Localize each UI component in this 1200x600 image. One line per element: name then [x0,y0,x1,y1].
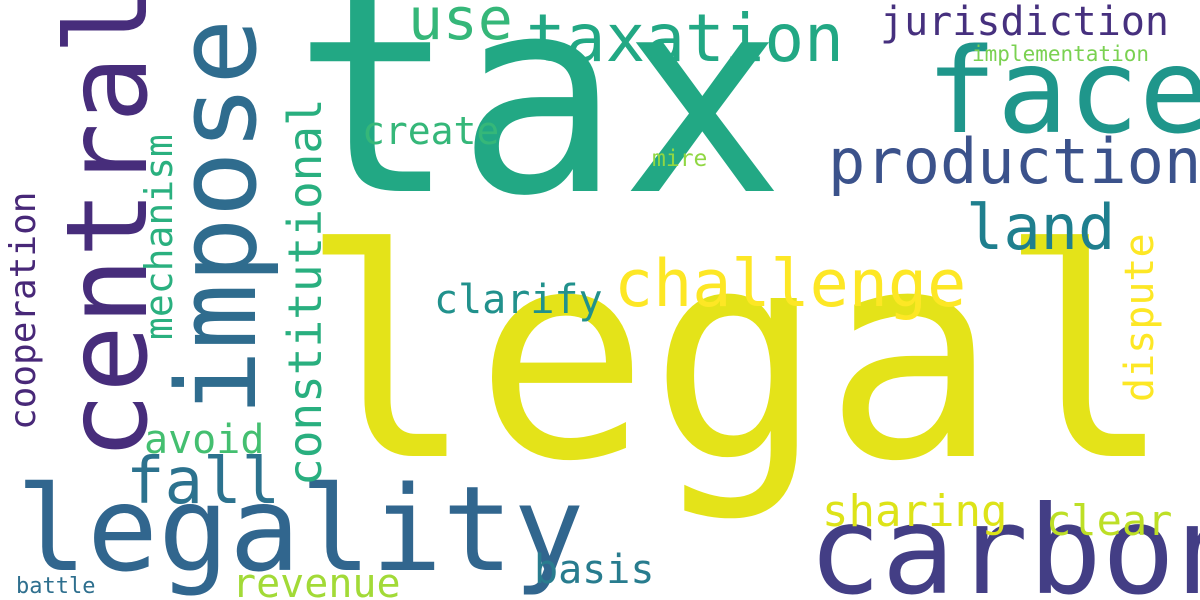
word-mechanism: mechanism [137,134,181,340]
word-dispute: dispute [1117,233,1163,402]
word-sharing: sharing [822,486,1008,537]
word-jurisdiction: jurisdiction [880,0,1169,45]
word-clear: clear [1046,496,1173,545]
word-fall: fall [126,445,281,519]
word-land: land [966,191,1116,264]
word-cooperation: cooperation [3,191,44,430]
word-production: production [828,125,1200,198]
word-mire: mire [652,146,708,172]
word-tax: tax [293,0,785,256]
word-basis: basis [534,547,655,593]
word-legal: legal [300,188,1173,525]
word-clarify: clarify [434,277,603,323]
word-avoid: avoid [144,417,265,463]
word-taxation: taxation [526,0,844,77]
word-use: use [408,0,513,53]
word-carbon: carbon [808,480,1200,600]
word-implementation: implementation [972,42,1150,66]
word-constitutional: constitutional [278,98,332,486]
word-challenge: challenge [614,247,967,322]
word-revenue: revenue [232,561,401,600]
word-face: face [926,22,1200,160]
word-legality: legality [16,460,585,598]
word-battle: battle [16,574,96,599]
word-create: create [362,109,500,153]
